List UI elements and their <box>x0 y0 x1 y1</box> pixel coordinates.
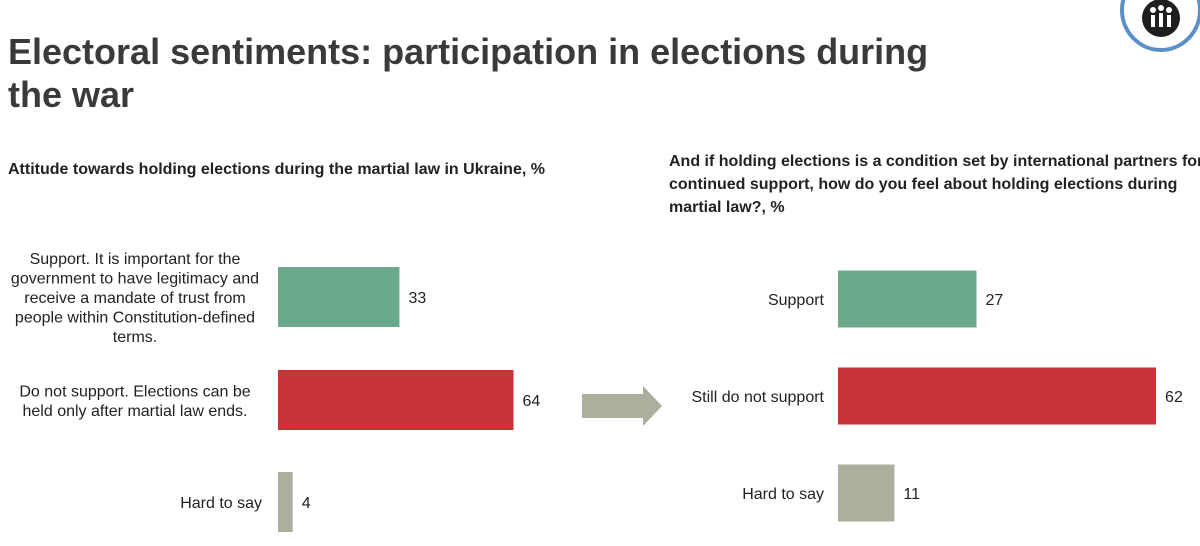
right-value-label-do-not-support: 62 <box>1165 389 1183 406</box>
logo-figure-1 <box>1150 7 1156 13</box>
organization-logo <box>1120 0 1200 52</box>
right-value-label-hard-to-say: 11 <box>903 486 920 503</box>
left-chart-title: Attitude towards holding elections durin… <box>8 161 545 178</box>
logo-figure-1-body <box>1151 15 1155 27</box>
left-category-label-support-line-5: terms. <box>113 329 157 346</box>
right-category-label-hard-to-say-line-1: Hard to say <box>742 486 824 503</box>
right-value-label-support: 27 <box>986 292 1004 309</box>
left-value-label-support: 33 <box>408 290 426 307</box>
right-bar-hard-to-say <box>838 464 895 522</box>
left-category-label-support-line-3: receive a mandate of trust from <box>24 290 245 307</box>
logo-figure-3 <box>1166 7 1172 13</box>
page-title: Electoral sentiments: participation in e… <box>8 31 929 115</box>
logo-figure-2 <box>1158 5 1164 11</box>
logo-figure-2-body <box>1159 13 1163 27</box>
transition-arrow <box>582 386 662 426</box>
left-category-label-support-line-2: government to have legitimacy and <box>11 271 259 288</box>
right-category-label-do-not-support-line-1: Still do not support <box>691 389 824 406</box>
left-bar-hard-to-say <box>278 472 293 532</box>
right-chart-title-line-3: martial law?, % <box>669 199 785 216</box>
left-category-label-support-line-4: people within Constitution-defined <box>15 310 255 327</box>
left-bar-do-not-support <box>278 370 514 430</box>
left-category-label-support-line-1: Support. It is important for the <box>30 251 241 268</box>
right-chart-title-line-2: continued support, how do you feel about… <box>669 176 1178 193</box>
left-category-label-do-not-support-line-1: Do not support. Elections can be <box>19 383 250 400</box>
right-chart-title: And if holding elections is a condition … <box>669 150 1200 219</box>
right-bar-do-not-support <box>838 367 1157 425</box>
left-category-label-hard-to-say-line-1: Hard to say <box>180 495 262 512</box>
left-category-label-do-not-support-line-2: held only after martial law ends. <box>23 403 248 420</box>
left-value-label-hard-to-say: 4 <box>302 495 311 512</box>
left-value-label-do-not-support: 64 <box>523 393 541 410</box>
right-chart-title-line-1: And if holding elections is a condition … <box>669 153 1200 170</box>
left-bar-support <box>278 267 400 327</box>
right-bar-support <box>838 270 977 328</box>
right-category-label-support-line-1: Support <box>768 292 825 309</box>
logo-figure-3-body <box>1167 15 1171 27</box>
